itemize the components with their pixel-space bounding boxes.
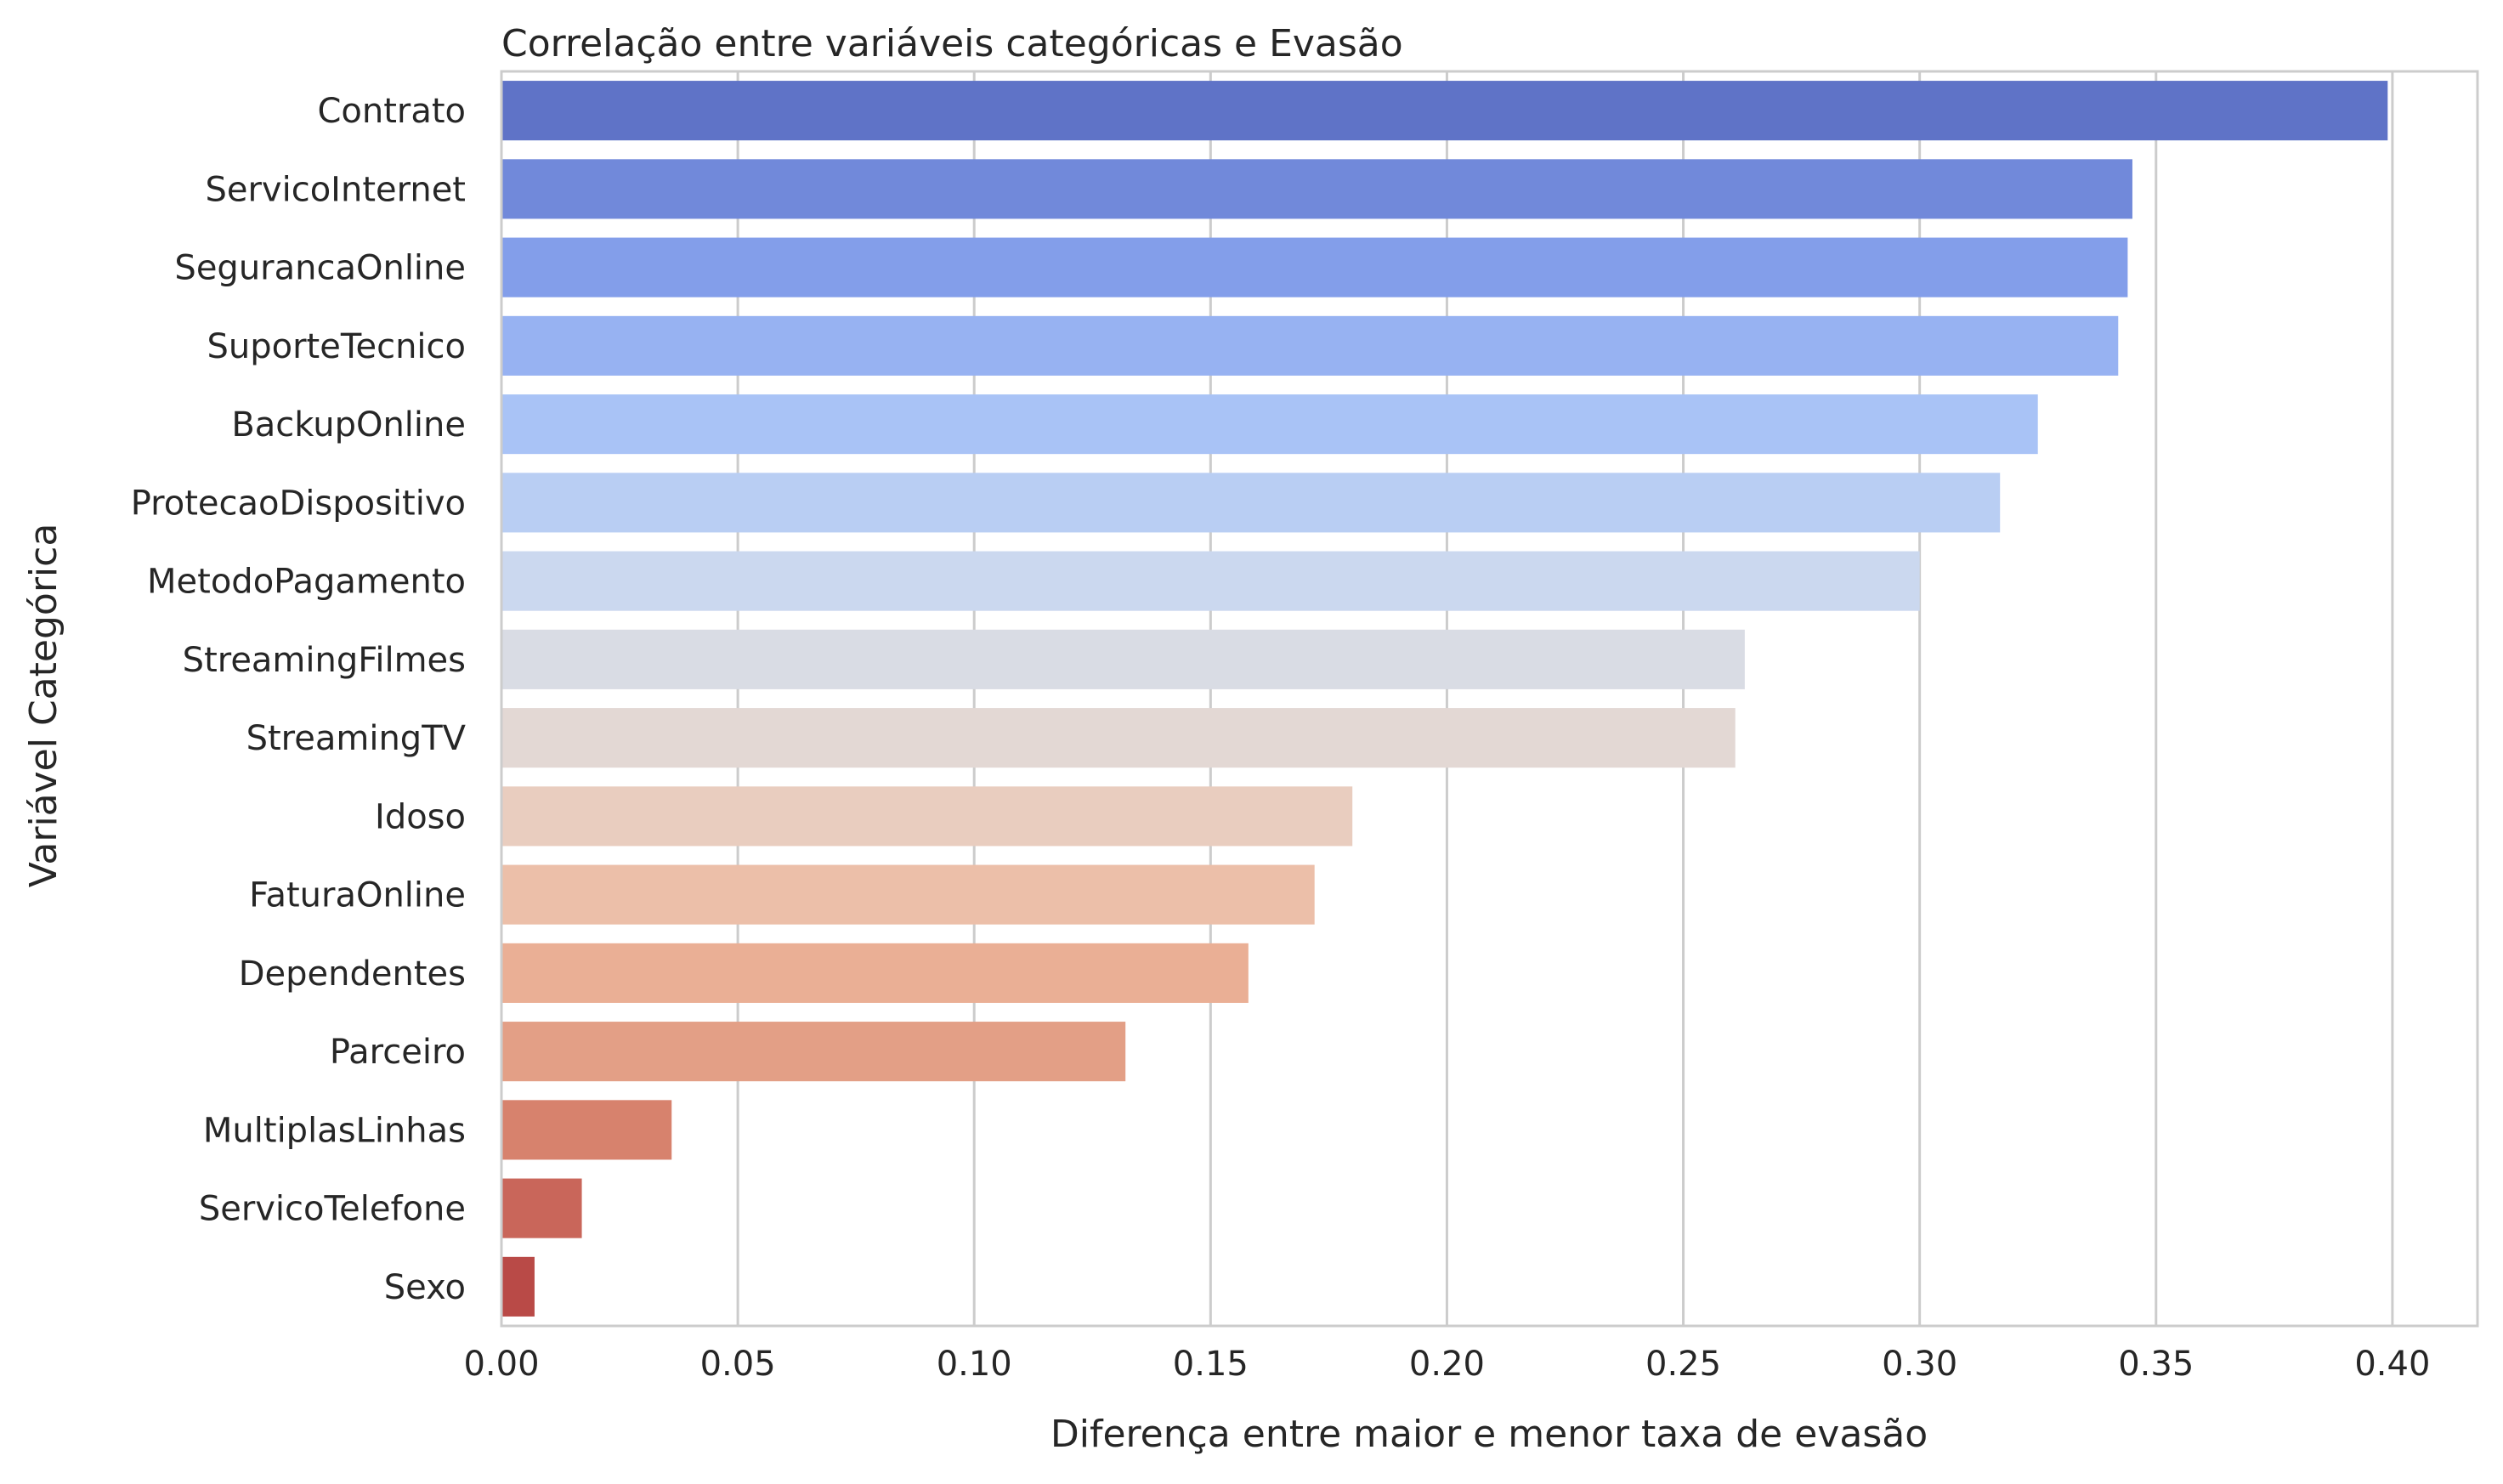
bars — [501, 81, 2388, 1317]
y-tick-label: SuporteTecnico — [207, 327, 466, 366]
y-tick-label: SegurancaOnline — [174, 249, 466, 288]
x-tick-label: 0.00 — [463, 1345, 539, 1384]
bar — [501, 629, 1745, 689]
y-tick-label: ProtecaoDispositivo — [131, 484, 466, 523]
bar — [501, 1178, 582, 1238]
y-tick-label: BackupOnline — [231, 405, 466, 445]
y-tick-label: ServicoInternet — [205, 170, 466, 209]
chart-title: Correlação entre variáveis categóricas e… — [501, 22, 1403, 65]
bar — [501, 315, 2119, 376]
y-tick-labels: Contrato ServicoInternet SegurancaOnline Su… — [131, 92, 467, 1307]
y-axis-label: Variável Categórica — [22, 524, 65, 888]
y-tick-label: Idoso — [375, 797, 466, 836]
x-tick-label: 0.05 — [700, 1345, 776, 1384]
bar — [501, 786, 1353, 847]
bar — [501, 81, 2388, 141]
y-tick-label: Parceiro — [330, 1033, 466, 1072]
y-tick-label: Dependentes — [239, 954, 466, 994]
bar — [501, 159, 2132, 219]
y-tick-label: Sexo — [384, 1268, 466, 1307]
x-tick-label: 0.35 — [2118, 1345, 2194, 1384]
bar — [501, 237, 2128, 297]
y-tick-label: Contrato — [317, 92, 466, 131]
bar — [501, 551, 1920, 611]
x-tick-label: 0.15 — [1173, 1345, 1249, 1384]
bar — [501, 864, 1315, 925]
x-tick-label: 0.10 — [937, 1345, 1012, 1384]
y-tick-label: ServicoTelefone — [199, 1190, 466, 1229]
bar — [501, 943, 1249, 1003]
x-tick-label: 0.30 — [1882, 1345, 1957, 1384]
bar — [501, 1256, 535, 1317]
y-tick-label: MultiplasLinhas — [203, 1111, 466, 1150]
bar — [501, 473, 2001, 533]
bar — [501, 1100, 672, 1160]
x-tick-label: 0.25 — [1645, 1345, 1721, 1384]
plot-frame — [500, 70, 2479, 1328]
y-tick-label: MetodoPagamento — [147, 563, 466, 602]
x-axis-label: Diferença entre maior e menor taxa de ev… — [1050, 1413, 1928, 1456]
x-tick-label: 0.40 — [2354, 1345, 2430, 1384]
y-tick-label: StreamingTV — [246, 719, 467, 758]
y-tick-label: StreamingFilmes — [183, 641, 466, 680]
bar — [501, 1022, 1126, 1082]
bar — [501, 708, 1736, 768]
bar — [501, 394, 2038, 455]
x-tick-label: 0.20 — [1409, 1345, 1485, 1384]
x-tick-labels: 0.00 0.05 0.10 0.15 0.20 0.25 0.30 0.35 0.40 — [463, 1345, 2430, 1384]
y-tick-label: FaturaOnline — [249, 876, 466, 915]
